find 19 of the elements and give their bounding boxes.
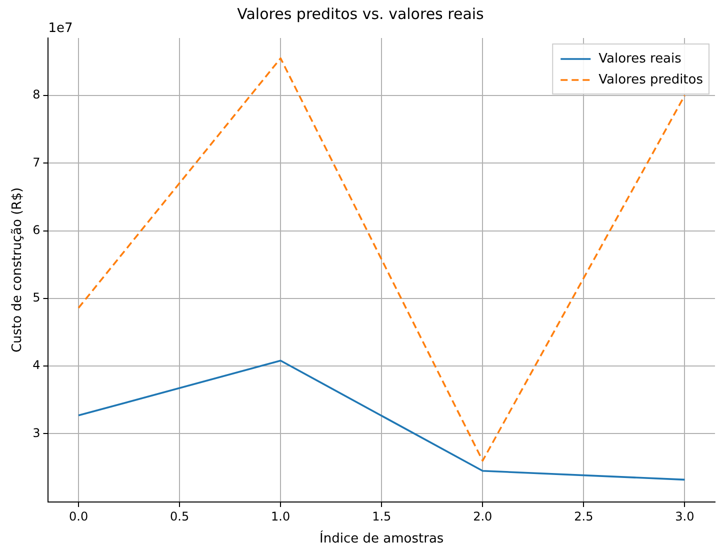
y-tick-label: 7: [32, 155, 40, 170]
y-axis-title: Custo de construção (R$): [10, 187, 26, 353]
legend-label: Valores reais: [598, 51, 682, 66]
x-tick-label: 1.0: [271, 509, 290, 524]
y-tick-label: 5: [32, 290, 40, 305]
x-tick-label: 3.0: [675, 509, 694, 524]
legend-label: Valores preditos: [598, 72, 704, 88]
x-tick-label: 0.5: [170, 509, 190, 524]
x-tick-label: 2.5: [574, 509, 594, 524]
chart-title: Valores preditos vs. valores reais: [237, 4, 484, 23]
y-tick-label: 6: [32, 222, 40, 237]
text: 1e7: [48, 20, 73, 36]
y-tick-label: 8: [32, 88, 40, 102]
x-axis-title: Índice de amostras: [320, 530, 444, 547]
x-tick-label: 1.5: [372, 509, 392, 524]
x-tick-label: 2.0: [473, 509, 492, 524]
y-tick-label: 3: [32, 426, 40, 440]
x-tick-label: 0.0: [68, 509, 88, 524]
y-tick-label: 4: [32, 358, 40, 372]
